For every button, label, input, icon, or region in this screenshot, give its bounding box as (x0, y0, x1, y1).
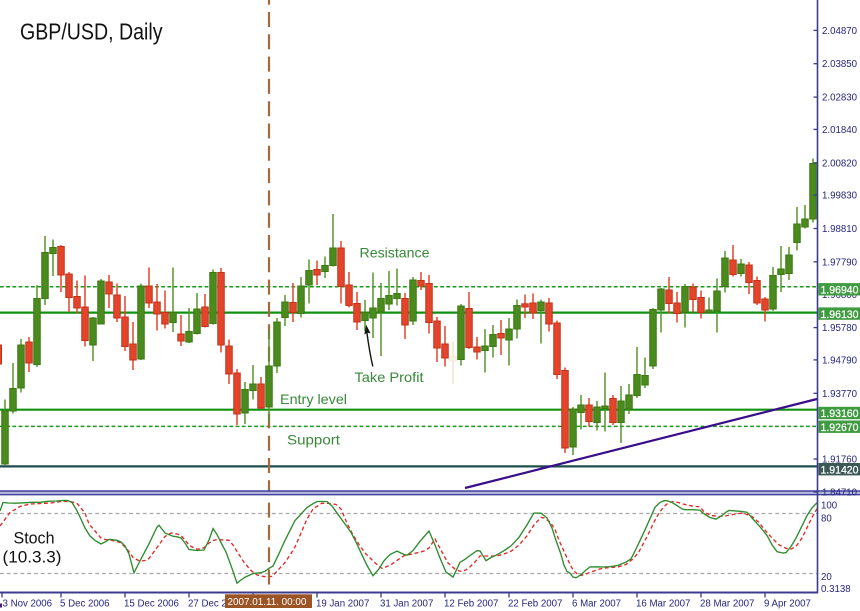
svg-text:100: 100 (821, 500, 838, 511)
svg-text:28 Mar 2007: 28 Mar 2007 (700, 599, 754, 610)
svg-text:1.84710: 1.84710 (822, 488, 858, 499)
svg-text:2.00820: 2.00820 (822, 158, 858, 169)
svg-text:80: 80 (821, 514, 832, 525)
svg-text:3 Nov 2006: 3 Nov 2006 (3, 599, 53, 610)
svg-text:2007.01.11. 00:00: 2007.01.11. 00:00 (228, 597, 307, 608)
svg-text:22 Feb 2007: 22 Feb 2007 (508, 599, 562, 610)
svg-text:31 Jan 2007: 31 Jan 2007 (380, 599, 433, 610)
svg-text:Stoch: Stoch (14, 529, 55, 548)
svg-text:1.91760: 1.91760 (822, 455, 858, 466)
svg-text:1.91420: 1.91420 (821, 464, 859, 476)
svg-text:20: 20 (821, 572, 832, 583)
svg-text:1.96940: 1.96940 (821, 285, 859, 297)
svg-text:1.98810: 1.98810 (822, 224, 858, 235)
svg-text:1.92670: 1.92670 (821, 422, 859, 434)
svg-text:1.93770: 1.93770 (822, 389, 858, 400)
svg-text:(10.3.3): (10.3.3) (3, 548, 62, 567)
svg-text:9 Apr 2007: 9 Apr 2007 (764, 599, 811, 610)
svg-text:1.93160: 1.93160 (821, 408, 859, 420)
svg-text:1.99830: 1.99830 (822, 191, 858, 202)
svg-text:19 Jan 2007: 19 Jan 2007 (316, 599, 369, 610)
svg-text:6 Mar 2007: 6 Mar 2007 (572, 599, 621, 610)
svg-text:16 Mar 2007: 16 Mar 2007 (636, 599, 690, 610)
svg-text:15 Dec 2006: 15 Dec 2006 (124, 599, 179, 610)
svg-text:Support: Support (287, 432, 340, 448)
svg-text:1.95780: 1.95780 (822, 323, 858, 334)
svg-text:GBP/USD, Daily: GBP/USD, Daily (20, 19, 163, 45)
svg-text:1.96130: 1.96130 (821, 309, 859, 321)
svg-text:0.3138: 0.3138 (821, 584, 851, 595)
svg-text:5 Dec 2006: 5 Dec 2006 (60, 599, 110, 610)
svg-text:2.04870: 2.04870 (822, 26, 858, 37)
svg-text:12 Feb 2007: 12 Feb 2007 (444, 599, 498, 610)
svg-text:Resistance: Resistance (360, 245, 430, 261)
svg-text:Take Profit: Take Profit (355, 369, 424, 385)
svg-text:1.97790: 1.97790 (822, 257, 858, 268)
svg-text:2.03850: 2.03850 (822, 59, 858, 70)
svg-text:Entry level: Entry level (280, 391, 347, 407)
svg-text:2.01840: 2.01840 (822, 125, 858, 136)
svg-text:2.02830: 2.02830 (822, 93, 858, 104)
svg-text:27 Dec 2: 27 Dec 2 (188, 599, 227, 610)
svg-text:1.94790: 1.94790 (822, 355, 858, 366)
